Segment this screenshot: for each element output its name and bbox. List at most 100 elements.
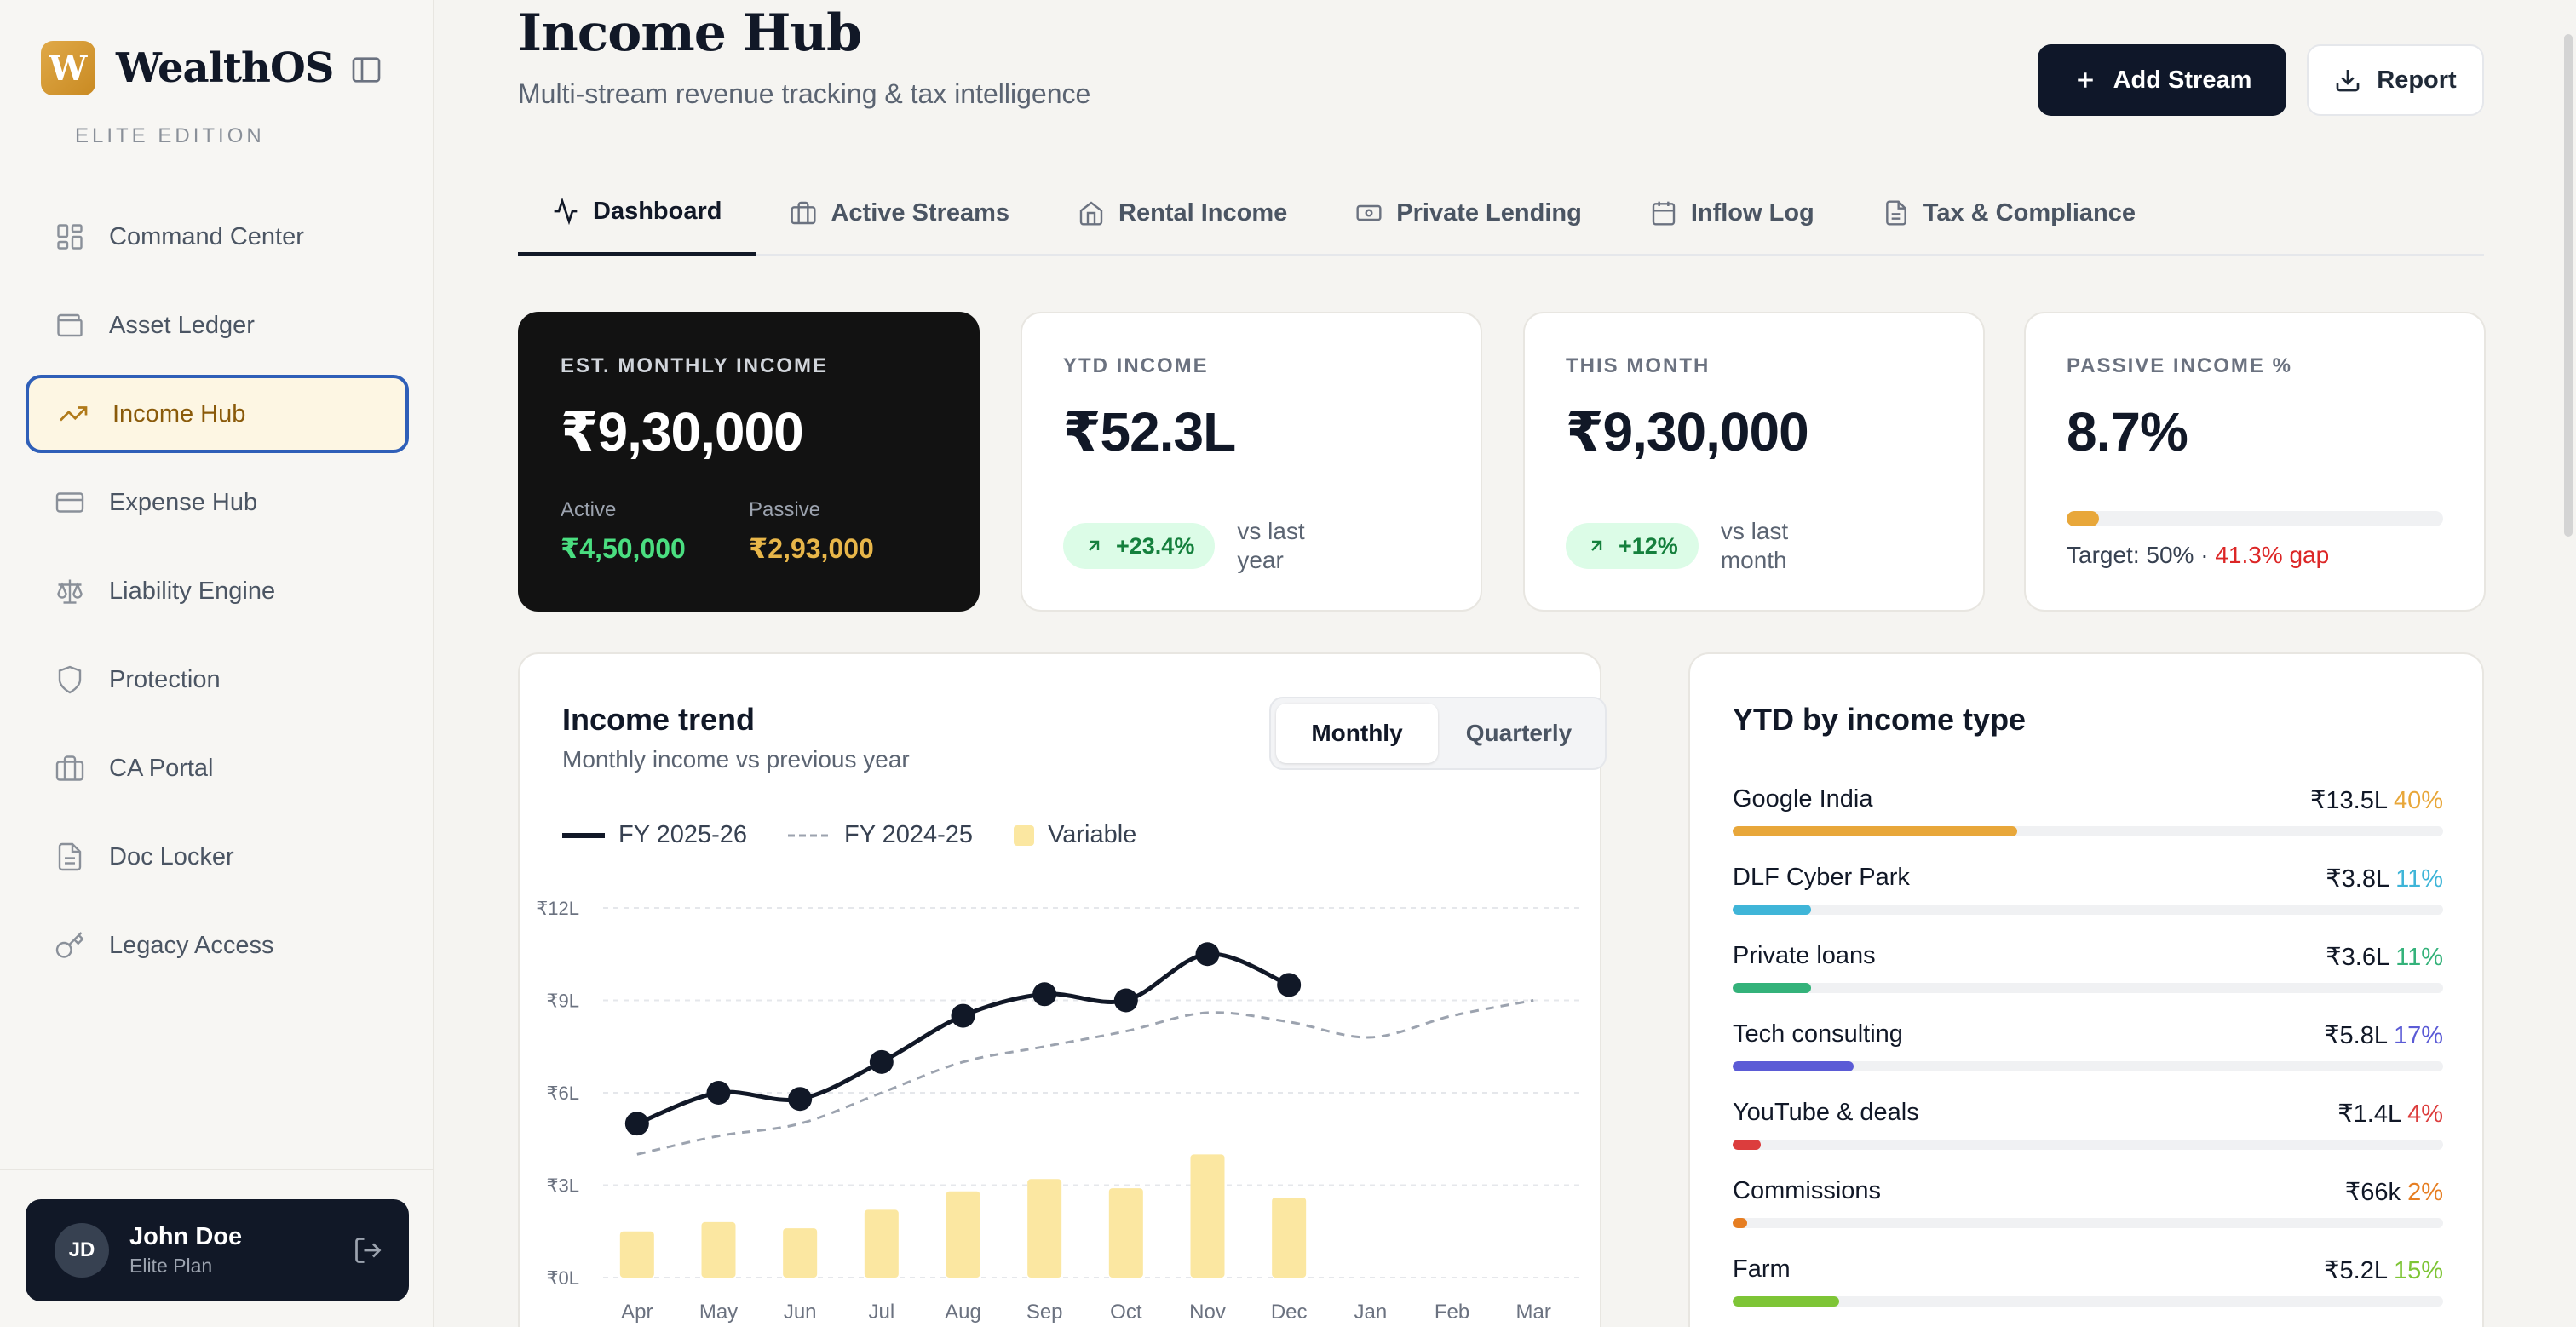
- sidebar-item-command-center[interactable]: Command Center: [26, 198, 409, 276]
- variable-bar: [1108, 1188, 1143, 1278]
- plus-icon: [2077, 72, 2093, 88]
- quarterly-toggle-button[interactable]: Quarterly: [1465, 720, 1573, 746]
- variable-bar: [619, 1231, 654, 1278]
- ytd-bar-track: [1733, 1140, 2443, 1150]
- file-icon: [55, 842, 85, 872]
- tab-inflow-log[interactable]: Inflow Log: [1616, 170, 1849, 256]
- chart-subtitle: Monthly income vs previous year: [562, 746, 910, 773]
- tab-dashboard[interactable]: Dashboard: [518, 170, 756, 256]
- ytd-row[interactable]: Farm ₹5.2L 15%: [1733, 1255, 2443, 1327]
- y-tick-label: ₹3L: [547, 1175, 579, 1197]
- tab-tax-compliance[interactable]: Tax & Compliance: [1849, 170, 2170, 256]
- sidebar-item-asset-ledger[interactable]: Asset Ledger: [26, 286, 409, 365]
- ytd-pct-value: 15%: [2393, 1257, 2443, 1284]
- current-year-point: [788, 1087, 813, 1112]
- sidebar-item-legacy-access[interactable]: Legacy Access: [26, 906, 409, 985]
- ytd-amount-value: ₹3.6L: [2326, 944, 2389, 971]
- ytd-pct-value: 4%: [2407, 1100, 2443, 1128]
- ytd-row-name: Google India: [1733, 785, 1873, 813]
- previous-year-line: [636, 999, 1534, 1156]
- sidebar-item-ca-portal[interactable]: CA Portal: [26, 729, 409, 807]
- passive-progress-bar: [2067, 511, 2443, 526]
- income-trend-card: Income trend Monthly income vs previous …: [518, 652, 1607, 1327]
- delta-value: +12%: [1619, 532, 1678, 559]
- delta-badge: +23.4%: [1063, 523, 1216, 569]
- delta-note: vs last year: [1237, 518, 1305, 573]
- tab-active-streams[interactable]: Active Streams: [756, 170, 1044, 256]
- avatar: JD: [55, 1223, 109, 1278]
- ytd-bar-track: [1733, 983, 2443, 993]
- income-trend-chart: ₹0L ₹3L ₹6L ₹9L ₹12L Apr May Jun Jul Aug Sep Oct Nov…: [536, 898, 1581, 1324]
- ytd-pct-value: 11%: [2395, 865, 2443, 893]
- ytd-row[interactable]: Private loans ₹3.6L 11%: [1733, 942, 2443, 1020]
- ytd-row[interactable]: DLF Cyber Park ₹3.8L 11%: [1733, 864, 2443, 942]
- delta-row: +12% vs last month: [1566, 517, 1942, 575]
- ytd-row-name: Private loans: [1733, 942, 1876, 969]
- ytd-bar-track: [1733, 1061, 2443, 1071]
- x-tick-label: Aug: [945, 1301, 981, 1324]
- kpi-passive-income: PASSIVE INCOME % 8.7% Target: 50% · 41.3…: [2024, 312, 2486, 612]
- ytd-row[interactable]: YouTube & deals ₹1.4L 4%: [1733, 1099, 2443, 1177]
- current-year-point: [1195, 942, 1220, 967]
- logout-icon[interactable]: [353, 1235, 383, 1266]
- kpi-label: PASSIVE INCOME %: [2067, 354, 2292, 377]
- ytd-pct-value: 17%: [2393, 1022, 2443, 1049]
- ytd-row-amount: ₹66k 2%: [2345, 1177, 2443, 1207]
- sidebar-item-doc-locker[interactable]: Doc Locker: [26, 818, 409, 896]
- page-title: Income Hub: [518, 3, 862, 63]
- brand-name: WealthOS: [116, 44, 334, 92]
- variable-bar: [783, 1228, 818, 1278]
- ytd-row-amount: ₹5.2L 15%: [2324, 1255, 2443, 1285]
- sidebar: W WealthOS ELITE EDITION Command Center …: [0, 0, 434, 1327]
- tab-private-lending[interactable]: Private Lending: [1321, 170, 1616, 256]
- ytd-bar-fill: [1733, 826, 2017, 836]
- ytd-bar-track: [1733, 826, 2443, 836]
- ytd-row-name: Tech consulting: [1733, 1020, 1903, 1048]
- sidebar-item-income-hub[interactable]: Income Hub: [26, 375, 409, 453]
- ytd-row[interactable]: Google India ₹13.5L 40%: [1733, 785, 2443, 864]
- tab-rental-income[interactable]: Rental Income: [1044, 170, 1321, 256]
- delta-row: +23.4% vs last year: [1063, 517, 1440, 575]
- tab-label: Inflow Log: [1690, 198, 1814, 227]
- monthly-toggle-button[interactable]: Monthly: [1276, 704, 1438, 763]
- legend-item-variable: Variable: [1014, 821, 1136, 849]
- add-stream-button[interactable]: Add Stream: [2038, 44, 2286, 116]
- y-tick-label: ₹12L: [536, 898, 579, 919]
- ytd-pct-value: 11%: [2395, 944, 2443, 971]
- ytd-row[interactable]: Tech consulting ₹5.8L 17%: [1733, 1020, 2443, 1099]
- variable-bar: [701, 1221, 736, 1278]
- current-year-point: [706, 1081, 731, 1105]
- sidebar-item-label: Legacy Access: [109, 931, 274, 959]
- ytd-title: YTD by income type: [1733, 702, 2027, 737]
- brand[interactable]: W WealthOS: [41, 41, 334, 95]
- x-tick-label: May: [699, 1301, 738, 1324]
- tab-bar: Dashboard Active Streams Rental Income P…: [518, 170, 2484, 256]
- sidebar-item-protection[interactable]: Protection: [26, 641, 409, 719]
- ytd-row[interactable]: Commissions ₹66k 2%: [1733, 1177, 2443, 1255]
- add-stream-label: Add Stream: [2113, 66, 2252, 94]
- kpi-label: EST. MONTHLY INCOME: [561, 354, 829, 377]
- banknote-icon: [1356, 204, 1382, 221]
- kpi-value: 8.7%: [2067, 401, 2188, 462]
- current-year-point: [1032, 982, 1057, 1007]
- ytd-bar-fill: [1733, 1218, 1747, 1228]
- scrollbar[interactable]: [2564, 34, 2573, 537]
- legend-item-current: FY 2025-26: [562, 821, 747, 849]
- user-card[interactable]: JD John Doe Elite Plan: [26, 1199, 409, 1301]
- tab-label: Private Lending: [1396, 198, 1582, 227]
- ytd-by-type-card: YTD by income type Google India ₹13.5L 40…: [1688, 652, 2484, 1327]
- sidebar-item-label: Asset Ledger: [109, 311, 255, 339]
- sidebar-item-label: CA Portal: [109, 754, 214, 782]
- legend-label: Variable: [1048, 821, 1137, 848]
- sidebar-item-liability-engine[interactable]: Liability Engine: [26, 552, 409, 630]
- passive-progress-fill: [2067, 511, 2100, 526]
- ytd-bar-fill: [1733, 983, 1811, 993]
- report-button[interactable]: Report: [2307, 44, 2484, 116]
- sidebar-toggle-icon[interactable]: [349, 53, 383, 87]
- sidebar-item-expense-hub[interactable]: Expense Hub: [26, 463, 409, 542]
- user-plan: Elite Plan: [129, 1255, 213, 1277]
- ytd-pct-value: 40%: [2393, 787, 2443, 814]
- tab-label: Rental Income: [1118, 198, 1288, 227]
- delta-value: +23.4%: [1116, 532, 1195, 559]
- kpi-ytd-income: YTD INCOME ₹52.3L +23.4% vs last year: [1021, 312, 1482, 612]
